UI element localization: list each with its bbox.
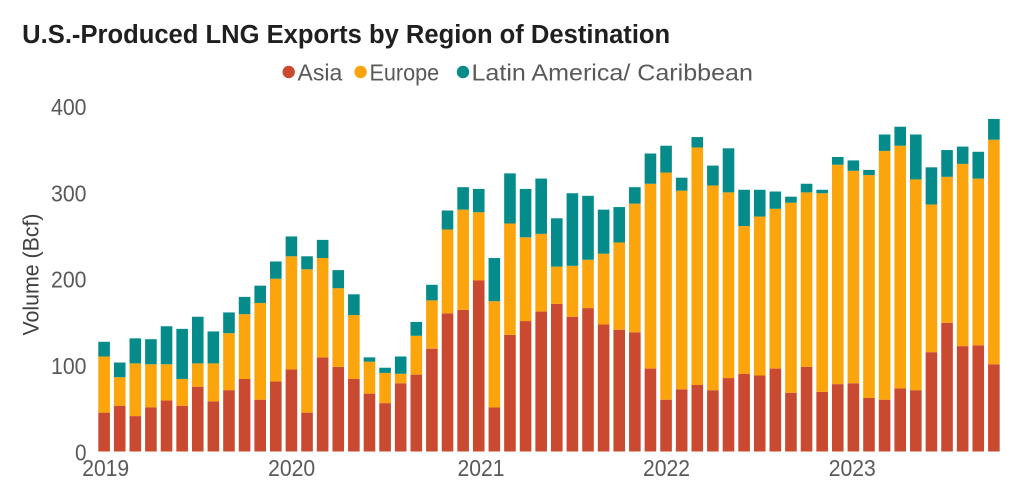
svg-text:2020: 2020 (268, 455, 315, 481)
svg-text:2022: 2022 (643, 455, 690, 481)
svg-text:400: 400 (51, 94, 87, 120)
svg-text:U.S.-Produced LNG Exports by R: U.S.-Produced LNG Exports by Region of D… (22, 21, 670, 49)
svg-text:Latin America/ Caribbean: Latin America/ Caribbean (472, 60, 753, 86)
svg-text:Volume (Bcf): Volume (Bcf) (19, 214, 44, 336)
svg-text:100: 100 (51, 353, 87, 379)
svg-text:2021: 2021 (458, 455, 505, 481)
svg-text:200: 200 (51, 267, 87, 293)
svg-text:Asia: Asia (298, 60, 343, 86)
svg-text:2019: 2019 (82, 455, 129, 481)
svg-text:Europe: Europe (370, 60, 440, 86)
svg-text:2023: 2023 (829, 455, 876, 481)
svg-text:300: 300 (51, 180, 87, 206)
svg-text:0: 0 (75, 439, 87, 465)
